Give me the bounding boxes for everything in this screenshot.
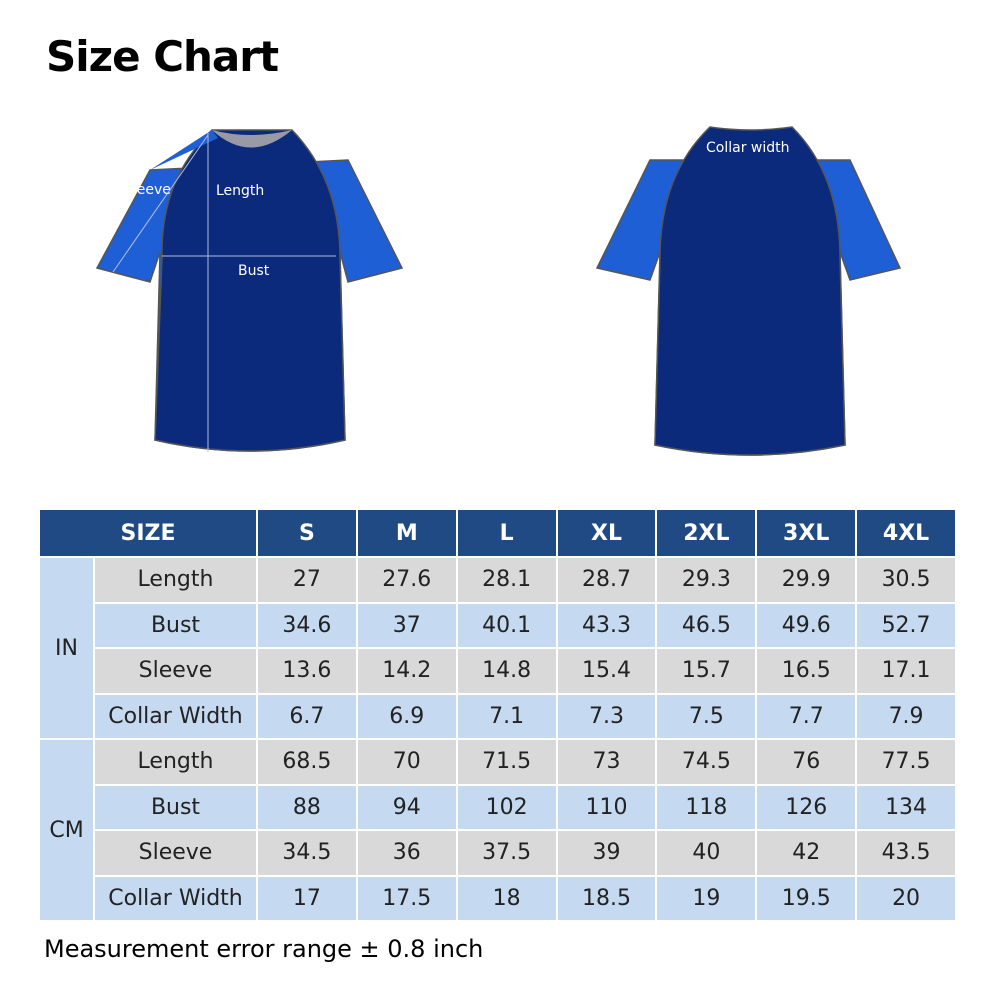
value-cell: 20 <box>857 876 957 922</box>
row-label: Sleeve <box>95 649 258 695</box>
value-cell: 118 <box>657 785 758 831</box>
value-cell: 43.5 <box>857 831 957 877</box>
value-cell: 6.7 <box>258 694 358 740</box>
back-shirt: Collar width <box>595 126 902 456</box>
value-cell: 68.5 <box>258 740 358 786</box>
front-label: Bust <box>238 263 270 279</box>
value-cell: 13.6 <box>258 649 358 695</box>
row-label: Collar Width <box>95 694 258 740</box>
shirt-figure: Sleeve Length Bust Collar width <box>95 126 902 456</box>
value-cell: 15.7 <box>657 649 758 695</box>
value-cell: 126 <box>757 785 858 831</box>
header-cell: S <box>258 510 358 558</box>
value-cell: 39 <box>557 831 658 877</box>
row-label: Length <box>95 558 258 604</box>
value-cell: 74.5 <box>657 740 758 786</box>
header-cell: SIZE <box>40 510 258 558</box>
value-cell: 34.5 <box>258 831 358 877</box>
value-cell: 40 <box>657 831 758 877</box>
value-cell: 88 <box>258 785 358 831</box>
value-cell: 7.7 <box>757 694 858 740</box>
row-label: Length <box>95 740 258 786</box>
value-cell: 17 <box>258 876 358 922</box>
value-cell: 37.5 <box>457 831 558 877</box>
value-cell: 36 <box>357 831 458 877</box>
value-cell: 76 <box>757 740 858 786</box>
value-cell: 37 <box>357 603 458 649</box>
value-cell: 49.6 <box>757 603 858 649</box>
value-cell: 14.8 <box>457 649 558 695</box>
value-cell: 43.3 <box>557 603 658 649</box>
row-label: Bust <box>95 785 258 831</box>
value-cell: 7.5 <box>657 694 758 740</box>
header-cell: 3XL <box>757 510 858 558</box>
value-cell: 7.3 <box>557 694 658 740</box>
header-cell: L <box>457 510 558 558</box>
front-label: Length <box>216 183 264 199</box>
value-cell: 70 <box>357 740 458 786</box>
value-cell: 30.5 <box>857 558 957 604</box>
header-cell: 2XL <box>657 510 758 558</box>
value-cell: 42 <box>757 831 858 877</box>
value-cell: 28.1 <box>457 558 558 604</box>
value-cell: 34.6 <box>258 603 358 649</box>
value-cell: 18 <box>457 876 558 922</box>
value-cell: 27 <box>258 558 358 604</box>
value-cell: 29.3 <box>657 558 758 604</box>
value-cell: 134 <box>857 785 957 831</box>
back-label: Collar width <box>706 140 790 156</box>
header-cell: M <box>357 510 458 558</box>
row-label: Bust <box>95 603 258 649</box>
front-shirt: Sleeve Length Bust <box>95 129 404 452</box>
value-cell: 29.9 <box>757 558 858 604</box>
footer: Measurement error range ± 0.8 inch <box>44 935 484 963</box>
header-cell: 4XL <box>857 510 957 558</box>
value-cell: 15.4 <box>557 649 658 695</box>
value-cell: 18.5 <box>557 876 658 922</box>
value-cell: 40.1 <box>457 603 558 649</box>
value-cell: 16.5 <box>757 649 858 695</box>
value-cell: 19 <box>657 876 758 922</box>
unit-cell: CM <box>40 740 95 922</box>
value-cell: 6.9 <box>357 694 458 740</box>
value-cell: 17.5 <box>357 876 458 922</box>
value-cell: 14.2 <box>357 649 458 695</box>
value-cell: 110 <box>557 785 658 831</box>
value-cell: 17.1 <box>857 649 957 695</box>
value-cell: 27.6 <box>357 558 458 604</box>
value-cell: 28.7 <box>557 558 658 604</box>
header-cell: XL <box>557 510 658 558</box>
value-cell: 52.7 <box>857 603 957 649</box>
value-cell: 46.5 <box>657 603 758 649</box>
title: Size Chart <box>46 32 279 81</box>
row-label: Collar Width <box>95 876 258 922</box>
value-cell: 71.5 <box>457 740 558 786</box>
value-cell: 102 <box>457 785 558 831</box>
value-cell: 7.9 <box>857 694 957 740</box>
value-cell: 73 <box>557 740 658 786</box>
value-cell: 77.5 <box>857 740 957 786</box>
value-cell: 19.5 <box>757 876 858 922</box>
value-cell: 7.1 <box>457 694 558 740</box>
front-label: Sleeve <box>124 182 171 198</box>
unit-cell: IN <box>40 558 95 740</box>
value-cell: 94 <box>357 785 458 831</box>
row-label: Sleeve <box>95 831 258 877</box>
